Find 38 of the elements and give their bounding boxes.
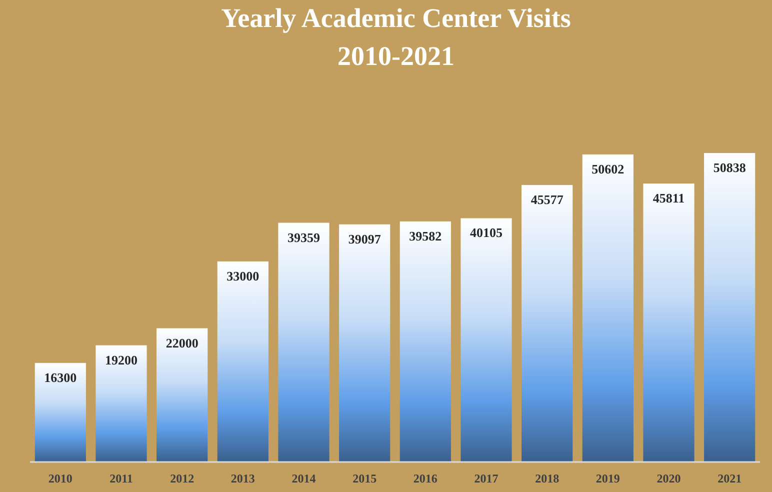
chart-subtitle: 2010-2021 xyxy=(338,41,454,71)
data-label: 33000 xyxy=(226,268,260,284)
x-tick-label: 2012 xyxy=(170,472,194,486)
data-label: 40105 xyxy=(470,225,503,240)
data-label: 39359 xyxy=(288,230,320,245)
x-tick-label: 2011 xyxy=(110,472,133,486)
x-tick-label: 2014 xyxy=(292,472,316,486)
bar xyxy=(400,221,451,462)
data-label: 50602 xyxy=(592,161,624,176)
x-tick-label: 2019 xyxy=(596,472,620,486)
data-label: 19200 xyxy=(105,352,138,368)
bar xyxy=(339,224,390,462)
x-tick-label: 2015 xyxy=(352,472,377,486)
bar xyxy=(522,184,573,462)
x-tick-label: 2013 xyxy=(230,472,255,486)
bar xyxy=(34,362,86,462)
x-tick-label: 2016 xyxy=(413,472,438,486)
data-label: 39097 xyxy=(348,231,382,246)
data-label: 22000 xyxy=(166,335,198,350)
x-tick-label: 2021 xyxy=(718,472,742,486)
bar xyxy=(278,222,330,462)
x-tick-label: 2017 xyxy=(474,472,498,486)
bar xyxy=(156,328,208,462)
data-label: 45577 xyxy=(530,192,564,207)
x-tick-label: 2018 xyxy=(535,472,560,486)
data-label: 16300 xyxy=(44,370,77,385)
x-tick-label: 2010 xyxy=(48,472,72,486)
bar xyxy=(582,154,634,462)
bar xyxy=(460,218,512,462)
data-label: 45811 xyxy=(652,190,685,206)
data-label: 39582 xyxy=(409,228,442,244)
chart-title: Yearly Academic Center Visits xyxy=(221,3,571,33)
bar xyxy=(217,261,268,462)
bar xyxy=(643,184,694,462)
x-tick-label: 2020 xyxy=(656,472,681,486)
bar xyxy=(704,153,756,462)
bar xyxy=(96,345,147,462)
data-label: 50838 xyxy=(713,160,746,175)
